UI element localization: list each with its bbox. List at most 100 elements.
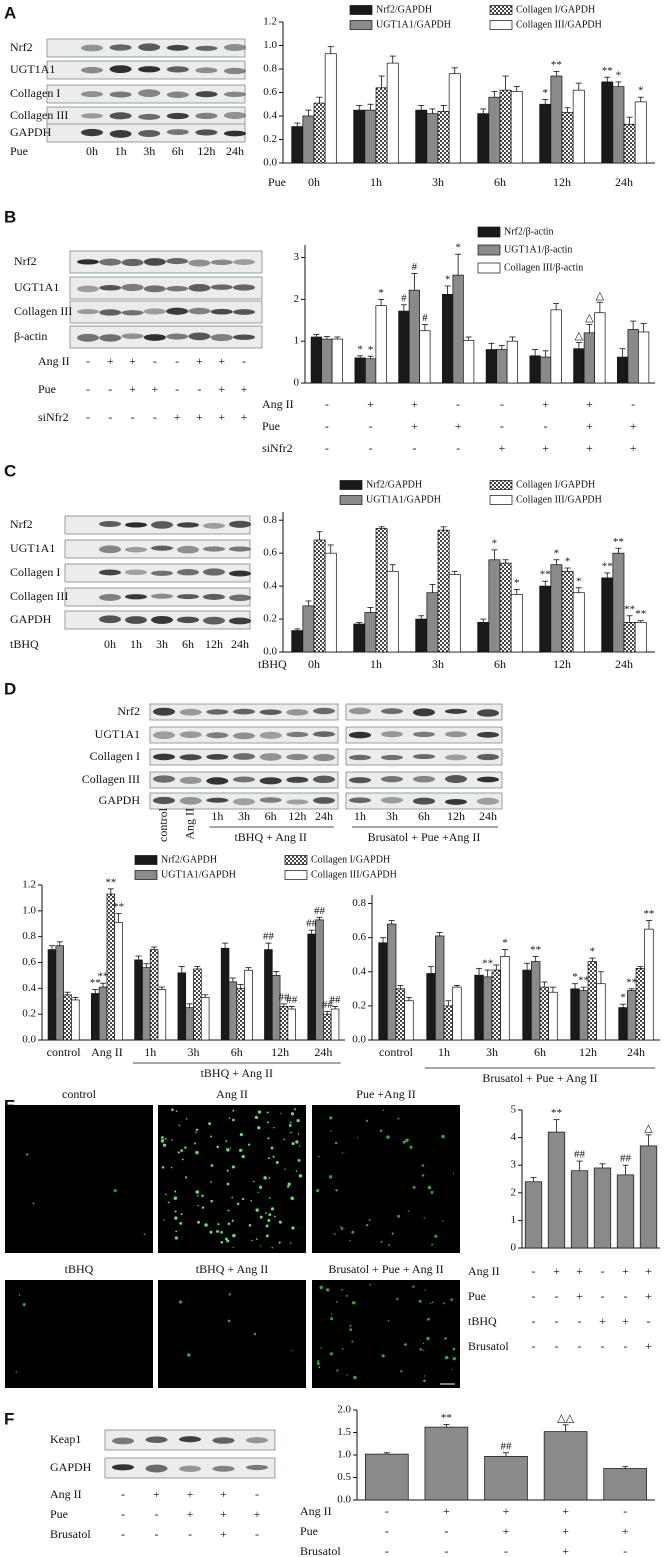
condition-sign: - — [325, 441, 329, 455]
fluorescent-spot — [396, 1297, 399, 1301]
condition-sign: - — [86, 410, 90, 424]
bar — [386, 570, 399, 653]
legend-swatch — [477, 244, 501, 256]
micrograph — [312, 1105, 460, 1253]
bar — [437, 529, 450, 653]
blot-row-label: Collagen I — [10, 86, 60, 100]
fluorescent-spot — [422, 1342, 425, 1345]
blot-row-label: GAPDH — [10, 612, 52, 626]
bar — [572, 89, 585, 164]
fluorescent-spot — [197, 1220, 201, 1224]
bar — [71, 999, 80, 1041]
condition-sign: - — [578, 1314, 582, 1328]
y-tick-label: 0.0 — [263, 157, 277, 169]
blot-lane-label: 12h — [447, 809, 465, 823]
blot-band — [188, 283, 211, 292]
blot-lane-title: tBHQ — [10, 637, 39, 651]
fluorescent-spot — [349, 1328, 353, 1331]
bar — [488, 96, 501, 164]
blot-band — [179, 708, 202, 716]
blot-band — [179, 1465, 201, 1472]
significance-mark: ## — [322, 999, 334, 1011]
fluorescent-spot — [232, 1118, 235, 1122]
fluorescent-spot — [345, 1294, 348, 1297]
blot-band — [143, 334, 166, 341]
bar — [603, 1468, 648, 1501]
fluorescent-spot — [283, 1138, 286, 1141]
blot-band — [381, 708, 403, 715]
bar — [583, 332, 595, 384]
significance-mark: * — [590, 946, 596, 958]
x-tick-label: 12h — [553, 657, 571, 671]
bar — [634, 622, 647, 653]
blot-band — [381, 796, 403, 804]
fluorescent-spot — [161, 1166, 165, 1169]
condition-sign: + — [562, 1524, 569, 1538]
blot-band — [224, 67, 246, 75]
significance-mark: * — [514, 577, 520, 589]
fluorescent-spot — [352, 1301, 356, 1305]
blot-band — [125, 616, 147, 624]
bar — [477, 113, 490, 164]
condition-sign: + — [586, 441, 593, 455]
bar — [618, 1007, 628, 1041]
fluorescent-spot — [231, 1165, 235, 1169]
significance-mark: ** — [105, 876, 116, 888]
blot-band — [413, 754, 435, 760]
blot-band — [349, 754, 371, 761]
blot-band — [99, 615, 121, 624]
fluorescent-spot — [184, 1146, 187, 1149]
condition-sign: + — [553, 1264, 560, 1278]
bar — [529, 355, 541, 384]
condition-sign: + — [562, 1504, 569, 1518]
blot-band — [349, 797, 371, 804]
fluorescent-spot — [260, 1245, 262, 1247]
significance-mark: ** — [602, 560, 613, 572]
fluorescent-spot — [402, 1140, 406, 1144]
fluorescent-spot — [291, 1226, 295, 1230]
blot-band — [81, 44, 103, 52]
legend-label: Nrf2/GAPDH — [376, 4, 432, 15]
fluorescent-spot — [241, 1154, 245, 1159]
bar — [593, 1167, 612, 1249]
condition-sign: + — [576, 1264, 583, 1278]
blot-lane-label: 1h — [211, 809, 223, 823]
condition-sign: - — [121, 1487, 125, 1501]
blot-band — [381, 731, 403, 738]
condition-label: siNfr2 — [38, 410, 69, 424]
fluorescent-spot — [431, 1301, 434, 1303]
fluorescent-spot — [409, 1145, 413, 1149]
condition-sign: - — [369, 441, 373, 455]
micrograph — [312, 1280, 460, 1388]
fluorescent-spot — [366, 1224, 369, 1227]
fluorescent-spot — [265, 1224, 269, 1228]
fluorescent-spot — [228, 1293, 231, 1296]
bar — [395, 988, 405, 1041]
bar — [313, 102, 326, 164]
bar — [547, 1131, 566, 1249]
bar — [548, 991, 558, 1041]
significance-mark: △ — [575, 330, 584, 342]
bar — [310, 336, 322, 384]
condition-sign: - — [444, 1544, 448, 1557]
bar — [499, 562, 512, 653]
fluorescent-spot — [434, 1234, 438, 1238]
condition-sign: + — [498, 441, 505, 455]
micrograph — [5, 1105, 153, 1253]
y-tick-label: 0.8 — [352, 897, 366, 909]
bar — [426, 113, 439, 164]
fluorescent-spot — [423, 1217, 426, 1219]
fluorescent-spot — [210, 1135, 213, 1138]
bar — [550, 75, 563, 164]
fluorescent-spot — [379, 1129, 383, 1133]
fluorescent-spot — [254, 1115, 259, 1120]
x-tick-label: 1h — [144, 1045, 156, 1059]
blot-band — [177, 522, 199, 528]
condition-sign: + — [220, 1507, 227, 1521]
blot-row-label: GAPDH — [10, 125, 52, 139]
blot-band — [210, 334, 233, 342]
blot-band — [138, 113, 161, 120]
fluorescent-spot — [170, 1166, 173, 1169]
y-tick-label: 5 — [511, 1104, 517, 1116]
condition-sign: + — [542, 441, 549, 455]
